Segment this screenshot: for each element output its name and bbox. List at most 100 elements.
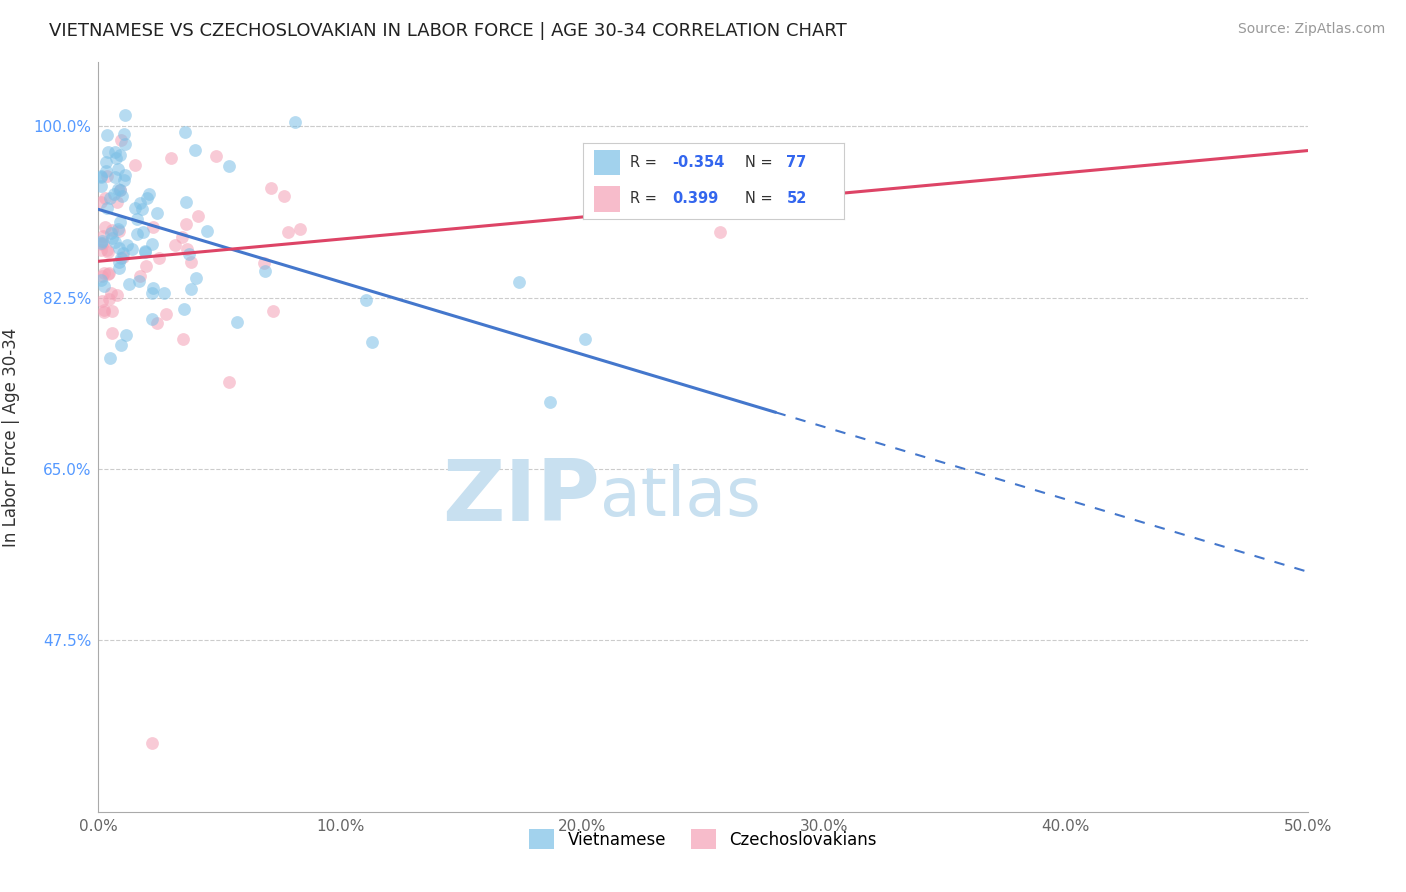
Point	[96, 154, 118, 169]
Point	[225, 315, 247, 329]
Point	[508, 275, 530, 289]
Point	[538, 395, 561, 409]
Point	[90, 268, 112, 283]
Point	[135, 260, 157, 274]
Text: 77: 77	[786, 155, 807, 170]
Point	[90, 178, 112, 193]
Point	[101, 326, 124, 340]
Point	[172, 332, 194, 346]
Point	[93, 229, 115, 244]
Point	[108, 147, 131, 161]
Point	[104, 152, 127, 166]
Bar	[593, 150, 620, 176]
Point	[101, 223, 124, 237]
Point	[100, 226, 122, 240]
Point	[124, 202, 146, 216]
Point	[262, 304, 284, 318]
Point	[174, 125, 197, 139]
Text: ZIP: ZIP	[443, 456, 600, 539]
Point	[107, 182, 129, 196]
Point	[90, 169, 112, 184]
Point	[90, 243, 112, 257]
Point	[153, 285, 176, 300]
Point	[90, 194, 112, 209]
Point	[118, 277, 141, 292]
Point	[124, 158, 146, 172]
Point	[284, 115, 307, 129]
Point	[105, 194, 128, 209]
Point	[141, 237, 163, 252]
Point	[117, 238, 139, 252]
Point	[145, 316, 167, 330]
Text: N =: N =	[745, 155, 778, 170]
Point	[93, 278, 115, 293]
Point	[142, 281, 165, 295]
Point	[91, 236, 114, 251]
Point	[111, 250, 134, 264]
Point	[141, 311, 163, 326]
Point	[104, 169, 127, 184]
Point	[180, 282, 202, 296]
Point	[134, 244, 156, 259]
Point	[115, 327, 138, 342]
Point	[218, 159, 240, 173]
Point	[184, 144, 207, 158]
Point	[141, 736, 163, 750]
Point	[128, 274, 150, 288]
Point	[110, 338, 132, 352]
Text: N =: N =	[745, 191, 778, 206]
Point	[112, 173, 135, 187]
Point	[254, 264, 277, 278]
Point	[138, 186, 160, 201]
Point	[98, 351, 121, 365]
Text: VIETNAMESE VS CZECHOSLOVAKIAN IN LABOR FORCE | AGE 30-34 CORRELATION CHART: VIETNAMESE VS CZECHOSLOVAKIAN IN LABOR F…	[49, 22, 846, 40]
Point	[111, 189, 134, 203]
Text: 0.399: 0.399	[672, 191, 718, 206]
Point	[128, 195, 150, 210]
Point	[110, 215, 132, 229]
Text: 52: 52	[786, 191, 807, 206]
Point	[165, 237, 187, 252]
Point	[155, 308, 177, 322]
Legend: Vietnamese, Czechoslovakians: Vietnamese, Czechoslovakians	[523, 822, 883, 855]
Point	[90, 273, 112, 287]
Point	[361, 334, 384, 349]
Point	[127, 212, 149, 227]
Point	[110, 132, 132, 146]
Point	[260, 181, 283, 195]
Point	[100, 285, 122, 300]
Point	[97, 145, 120, 160]
Point	[273, 188, 295, 202]
Point	[184, 271, 207, 285]
Point	[277, 225, 299, 239]
Point	[104, 235, 127, 250]
Point	[146, 206, 169, 220]
Point	[96, 243, 118, 257]
Point	[134, 244, 156, 258]
Point	[97, 266, 120, 280]
Point	[172, 230, 194, 244]
Point	[104, 145, 127, 160]
Point	[107, 222, 129, 236]
Point	[176, 242, 198, 256]
Point	[180, 255, 202, 269]
Point	[160, 151, 183, 165]
Point	[105, 288, 128, 302]
Point	[93, 266, 115, 280]
Point	[101, 304, 124, 318]
Point	[709, 225, 731, 239]
Point	[114, 107, 136, 121]
Point	[111, 245, 134, 260]
Point	[141, 285, 163, 300]
Point	[121, 242, 143, 256]
Point	[90, 234, 112, 248]
Point	[108, 242, 131, 256]
Point	[173, 301, 195, 316]
Point	[174, 217, 197, 231]
Point	[354, 293, 377, 308]
Point	[96, 128, 118, 142]
Point	[90, 237, 112, 252]
Point	[574, 332, 596, 346]
Point	[98, 191, 121, 205]
Point	[132, 226, 155, 240]
